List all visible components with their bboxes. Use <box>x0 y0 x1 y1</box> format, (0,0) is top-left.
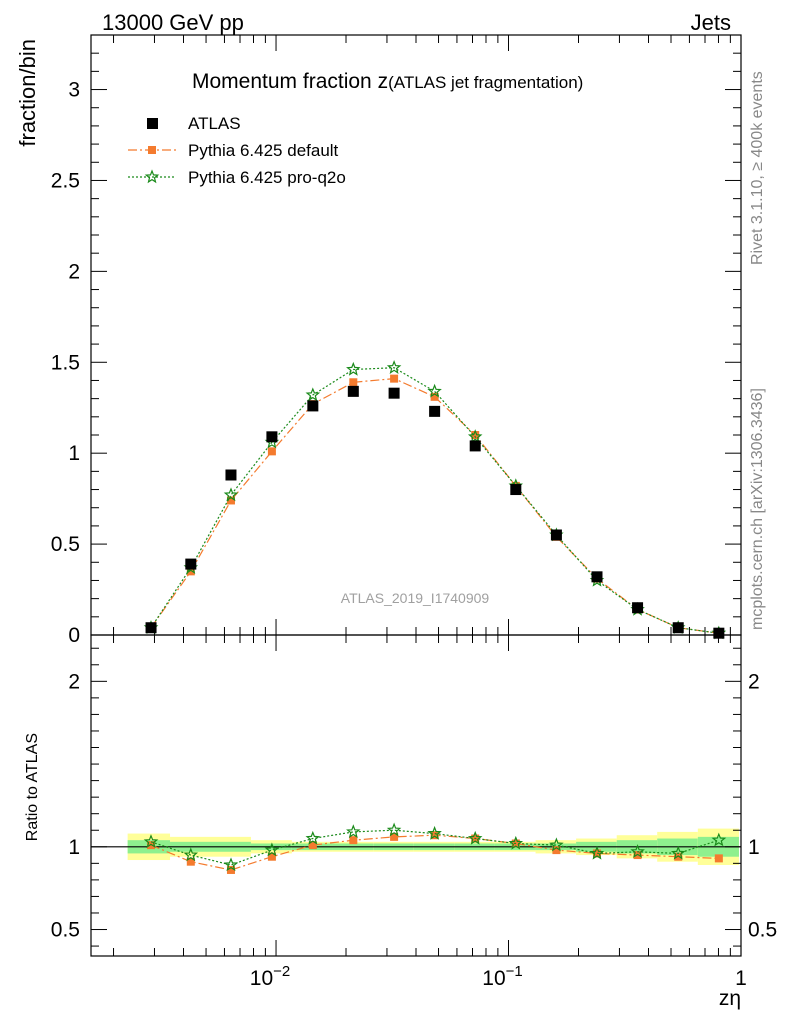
default-ratio-point <box>308 841 317 850</box>
atlas-data-point <box>266 431 278 443</box>
legend-marker-default <box>148 146 156 154</box>
x-tick-label-base: 10 <box>482 967 505 990</box>
plot-title: Momentum fraction z(ATLAS jet fragmentat… <box>192 70 583 93</box>
atlas-data-point <box>672 622 684 634</box>
default-point <box>349 378 358 387</box>
proq2o-ratio-point <box>223 857 239 872</box>
proq2o-point <box>223 487 239 502</box>
data-marks <box>143 360 727 874</box>
default-ratio-point <box>390 832 399 841</box>
proq2o-point <box>467 429 483 444</box>
y-tick-label: 1 <box>68 442 80 465</box>
proq2o-ratio-point <box>427 825 442 840</box>
legend-label-default: Pythia 6.425 default <box>188 141 339 160</box>
ratio-y-tick-label-right: 0.5 <box>748 919 777 942</box>
default-point <box>186 567 195 576</box>
legend-label-proq2o: Pythia 6.425 pro-q2o <box>188 168 346 187</box>
legend-marker-proq2o <box>144 169 160 184</box>
default-ratio-point <box>186 857 195 866</box>
atlas-data-point <box>185 558 197 570</box>
default-point <box>226 496 235 505</box>
atlas-data-point <box>510 484 522 496</box>
y-axis-label-main: fraction/bin <box>15 39 40 147</box>
atlas-data-point <box>225 469 237 481</box>
y-tick-label: 0 <box>68 624 80 647</box>
y-axis-label-ratio: Ratio to ATLAS <box>24 733 41 841</box>
proq2o-line <box>150 367 719 634</box>
ratio-y-tick-label: 2 <box>68 670 80 693</box>
y-tick-label: 1.5 <box>51 351 80 374</box>
proq2o-point <box>346 361 361 376</box>
x-tick-label: 1 <box>735 967 747 990</box>
header-energy-label: 13000 GeV pp <box>102 10 244 35</box>
x-axis-label: zη <box>719 987 741 1010</box>
ratio-y-tick-label-right: 1 <box>748 836 760 859</box>
proq2o-ratio-point <box>549 837 564 852</box>
ratio-y-tick-label: 1 <box>68 836 80 859</box>
ratio-plot-frame <box>90 634 742 957</box>
axis-tick-labels: 00.511.522.530.5 0.51 12 210−2 10−1 1 <box>51 79 777 990</box>
atlas-data-point <box>429 405 441 417</box>
proq2o-ratio-point <box>589 845 605 860</box>
watermark-label: ATLAS_2019_I1740909 <box>341 590 490 606</box>
axis-ticks <box>91 35 742 956</box>
proq2o-ratio-point <box>670 845 686 860</box>
default-point <box>471 431 480 439</box>
x-tick-label: 10−2 <box>250 963 290 990</box>
atlas-data-point <box>550 529 562 541</box>
plot-title-main: Momentum fraction z <box>192 70 388 93</box>
proq2o-ratio-point <box>183 847 199 862</box>
proq2o-point <box>427 383 442 398</box>
default-ratio-point <box>430 831 439 840</box>
x-tick-label-exponent: −2 <box>273 963 290 980</box>
proq2o-ratio-point <box>711 832 727 847</box>
default-ratio-point <box>226 865 235 874</box>
proq2o-ratio-point <box>346 824 361 839</box>
atlas-data-point <box>388 387 400 399</box>
proq2o-ratio-point <box>508 835 524 850</box>
atlas-data-point <box>469 440 481 452</box>
proq2o-ratio-point <box>630 844 645 858</box>
proq2o-ratio-point <box>305 830 321 845</box>
atlas-data-point <box>632 602 644 614</box>
default-ratio-point <box>552 846 561 855</box>
ratio-y-tick-label: 0.5 <box>51 919 80 942</box>
atlas-data-point <box>347 385 359 397</box>
y-tick-label: 3 <box>68 79 80 102</box>
proq2o-ratio-point <box>143 834 159 849</box>
y-tick-label: 2.5 <box>51 169 80 192</box>
default-point <box>390 374 399 383</box>
mcplots-label: mcplots.cern.ch [arXiv:1306.3436] <box>749 388 766 630</box>
legend: ATLAS Pythia 6.425 default Pythia 6.425 … <box>128 114 346 187</box>
default-ratio-point <box>714 854 723 863</box>
atlas-data-point <box>307 400 319 412</box>
proq2o-ratio-point <box>467 830 483 845</box>
x-tick-label: 10−1 <box>482 963 522 990</box>
default-ratio-point <box>592 849 601 858</box>
default-point <box>267 447 276 456</box>
atlas-data-point <box>713 627 725 639</box>
default-ratio-point <box>267 852 276 861</box>
rivet-label: Rivet 3.1.10, ≥ 400k events <box>749 71 766 265</box>
proq2o-ratio-line <box>150 829 719 866</box>
ratio-y-tick-label-right: 2 <box>748 670 760 693</box>
atlas-data-point <box>145 622 157 634</box>
default-ratio-point <box>349 836 358 845</box>
legend-marker-atlas <box>147 118 158 129</box>
header-process-label: Jets <box>691 10 731 35</box>
x-tick-label-base: 10 <box>250 967 273 990</box>
plot-title-sub: (ATLAS jet fragmentation) <box>388 73 583 92</box>
proq2o-ratio-point <box>386 822 402 837</box>
proq2o-ratio-point <box>264 842 280 857</box>
legend-label-atlas: ATLAS <box>188 114 241 133</box>
y-tick-label: 2 <box>68 260 80 283</box>
proq2o-point <box>386 360 402 374</box>
atlas-data-point <box>591 571 603 583</box>
default-point <box>430 392 439 401</box>
proq2o-point <box>305 387 321 402</box>
x-tick-label-exponent: −1 <box>506 963 523 980</box>
y-tick-label: 0.5 <box>51 533 80 556</box>
